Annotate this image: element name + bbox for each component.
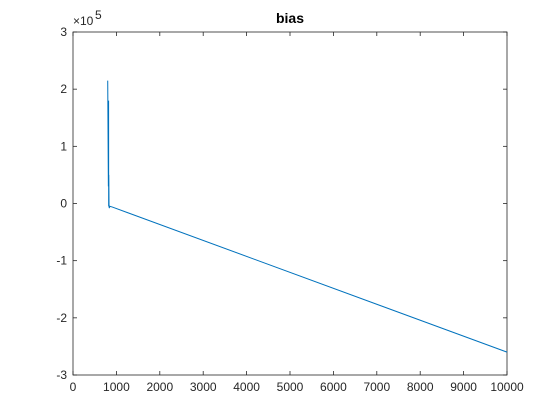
y-exponent-label: ×10: [73, 14, 94, 28]
x-tick-label: 0: [70, 380, 77, 394]
series-line: [107, 80, 508, 353]
chart-title: bias: [276, 10, 304, 26]
x-tick-label: 8000: [407, 380, 434, 394]
x-tick-label: 2000: [146, 380, 173, 394]
axes: [72, 31, 508, 376]
x-tick-label: 6000: [320, 380, 347, 394]
labels: bias ×10 5 0 1000 2000 3000 4000 5000 6000 7000…: [56, 8, 524, 394]
x-tick-label: 4000: [233, 380, 260, 394]
y-tick-label: -3: [56, 368, 67, 382]
plot-box: [72, 31, 508, 376]
x-tick-label: 3000: [190, 380, 217, 394]
series-group: [107, 80, 508, 353]
y-exponent-power: 5: [95, 8, 102, 22]
x-tick-label: 9000: [450, 380, 477, 394]
y-tick-label: -2: [56, 311, 67, 325]
y-tick-label: 2: [60, 82, 67, 96]
y-tick-label: 1: [60, 139, 67, 153]
y-tick-label: 3: [60, 25, 67, 39]
x-tick-label: 10000: [490, 380, 524, 394]
y-tick-label: 0: [60, 197, 67, 211]
x-tick-label: 5000: [277, 380, 304, 394]
y-tick-label: -1: [56, 254, 67, 268]
x-tick-label: 7000: [363, 380, 390, 394]
x-tick-label: 1000: [103, 380, 130, 394]
